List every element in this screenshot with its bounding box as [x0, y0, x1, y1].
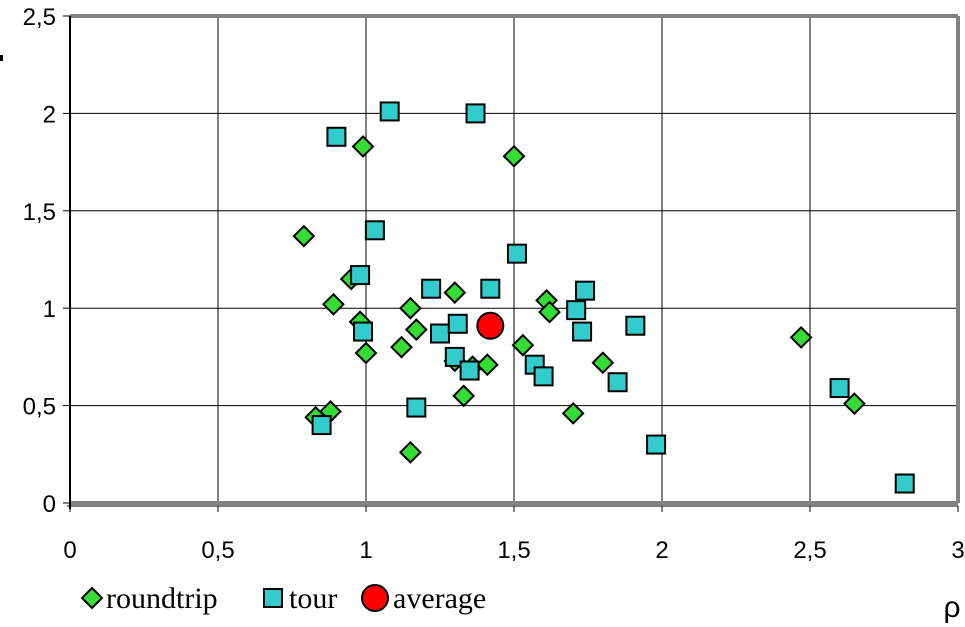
- y-axis-label-fragment: [0, 55, 3, 61]
- average-point: [476, 311, 505, 340]
- roundtrip-point: [390, 335, 413, 359]
- grid-lines: [70, 16, 958, 503]
- roundtrip-point: [502, 144, 526, 168]
- tour-point: [575, 280, 596, 301]
- x-axis-label: ρ: [943, 591, 960, 624]
- tour-point: [625, 315, 646, 336]
- roundtrip-point: [322, 292, 345, 316]
- y-tick-label: 1,5: [23, 199, 56, 226]
- tour-point: [829, 378, 850, 399]
- legend-average-marker: [361, 584, 389, 612]
- tour-point: [894, 473, 915, 494]
- tour-point: [572, 321, 593, 342]
- roundtrip-point: [538, 300, 561, 324]
- y-tick-label: 0: [43, 491, 56, 518]
- tour-point: [421, 278, 442, 299]
- legend-tour-marker: [263, 588, 283, 608]
- tour-point: [444, 346, 465, 367]
- roundtrip-point: [398, 296, 422, 320]
- tour-point: [465, 103, 486, 124]
- x-tick-label: 3: [951, 537, 964, 564]
- tour-point: [406, 397, 427, 418]
- y-tick-label: 2: [43, 101, 56, 128]
- tour-point: [566, 300, 587, 321]
- roundtrip-point: [354, 341, 378, 365]
- tour-point: [533, 366, 554, 387]
- legend-roundtrip-marker: [80, 586, 104, 610]
- legend-average-label: average: [393, 582, 486, 615]
- tour-point: [326, 126, 347, 147]
- tour-point: [447, 313, 468, 334]
- x-tick-label: 0,5: [201, 537, 234, 564]
- roundtrip-point: [842, 392, 866, 416]
- tour-point: [646, 434, 667, 455]
- y-axis-ticks: 0 0,5 1 1,5 2 2,5: [23, 4, 70, 518]
- y-tick-label: 1: [43, 296, 56, 323]
- tour-point: [350, 265, 371, 286]
- data-points: [292, 101, 915, 494]
- roundtrip-point: [475, 353, 499, 377]
- roundtrip-point: [351, 135, 375, 158]
- x-tick-label: 1,5: [497, 537, 530, 564]
- roundtrip-point: [292, 224, 316, 248]
- roundtrip-point: [591, 351, 615, 375]
- x-tick-label: 2,5: [793, 537, 826, 564]
- roundtrip-point: [561, 401, 585, 425]
- y-tick-label: 0,5: [23, 394, 56, 421]
- x-tick-label: 1: [359, 537, 372, 564]
- tour-point: [459, 360, 480, 381]
- roundtrip-point: [452, 384, 476, 408]
- tour-point: [480, 278, 501, 299]
- legend-roundtrip-label: roundtrip: [106, 582, 218, 615]
- tour-point: [506, 243, 527, 264]
- tour-point: [607, 372, 628, 393]
- x-tick-label: 2: [655, 537, 668, 564]
- plot-frame: [0, 14, 960, 509]
- y-tick-label: 2,5: [23, 4, 56, 31]
- x-axis-ticks: 0 0,5 1 1,5 2 2,5 3: [63, 506, 965, 564]
- x-tick-label: 0: [63, 537, 76, 564]
- roundtrip-point: [404, 318, 428, 342]
- legend-tour-label: tour: [289, 582, 337, 615]
- roundtrip-point: [398, 440, 422, 464]
- tour-point: [353, 321, 374, 342]
- tour-point: [430, 323, 450, 344]
- roundtrip-point: [443, 281, 467, 305]
- roundtrip-point: [511, 333, 535, 357]
- tour-point: [364, 220, 385, 241]
- tour-point: [379, 101, 400, 122]
- roundtrip-point: [789, 326, 813, 349]
- tour-point: [311, 415, 332, 436]
- legend: roundtrip tour average: [80, 582, 486, 615]
